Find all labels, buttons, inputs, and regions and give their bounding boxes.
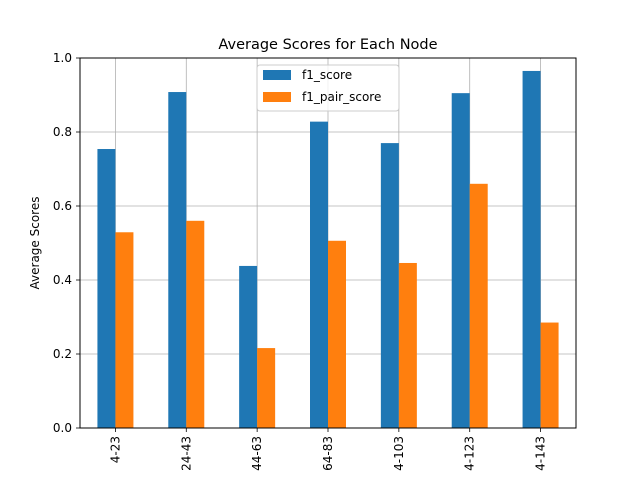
- bar-f1-pair-score: [328, 240, 346, 428]
- y-tick-label: 0.8: [53, 125, 72, 139]
- bar-f1-score: [310, 121, 328, 428]
- bars: [97, 70, 559, 429]
- y-tick-label: 0.0: [53, 421, 72, 435]
- bar-f1-score: [522, 70, 541, 428]
- y-tick-label: 0.6: [53, 199, 72, 213]
- legend: f1_score f1_pair_score: [256, 64, 400, 112]
- x-tick-label: 4-23: [108, 436, 122, 463]
- legend-box: [256, 64, 400, 112]
- legend-label: f1_pair_score: [302, 90, 381, 104]
- legend-swatch: [263, 92, 291, 102]
- chart-title: Average Scores for Each Node: [218, 37, 437, 53]
- bar-f1-pair-score: [540, 322, 559, 428]
- bar-f1-score: [239, 265, 258, 428]
- y-tick-label: 0.2: [53, 347, 72, 361]
- bar-f1-pair-score: [257, 348, 276, 428]
- bar-f1-pair-score: [398, 262, 417, 428]
- bar-f1-pair-score: [115, 232, 134, 428]
- bar-f1-pair-score: [186, 220, 205, 428]
- bar-f1-score: [451, 93, 470, 429]
- bar-f1-score: [97, 149, 116, 428]
- y-tick-label: 0.4: [53, 273, 72, 287]
- y-axis-label: Average Scores: [28, 197, 42, 290]
- x-tick-label: 4-123: [463, 436, 477, 471]
- bar-f1-pair-score: [469, 183, 488, 428]
- x-tick-label: 24-43: [179, 436, 193, 471]
- ticks: 0.0 0.2 0.4 0.6 0.8 1.0 4-23 24-43 44-63 64-83 4-1…: [53, 51, 548, 471]
- x-tick-label: 4-103: [392, 436, 406, 471]
- bar-f1-score: [168, 92, 187, 428]
- legend-label: f1_score: [302, 68, 352, 82]
- x-tick-label: 44-63: [250, 436, 264, 471]
- y-tick-label: 1.0: [53, 51, 72, 65]
- legend-swatch: [263, 70, 291, 80]
- bar-f1-score: [380, 143, 399, 428]
- x-tick-label: 4-143: [534, 436, 548, 471]
- x-tick-label: 64-83: [321, 436, 335, 471]
